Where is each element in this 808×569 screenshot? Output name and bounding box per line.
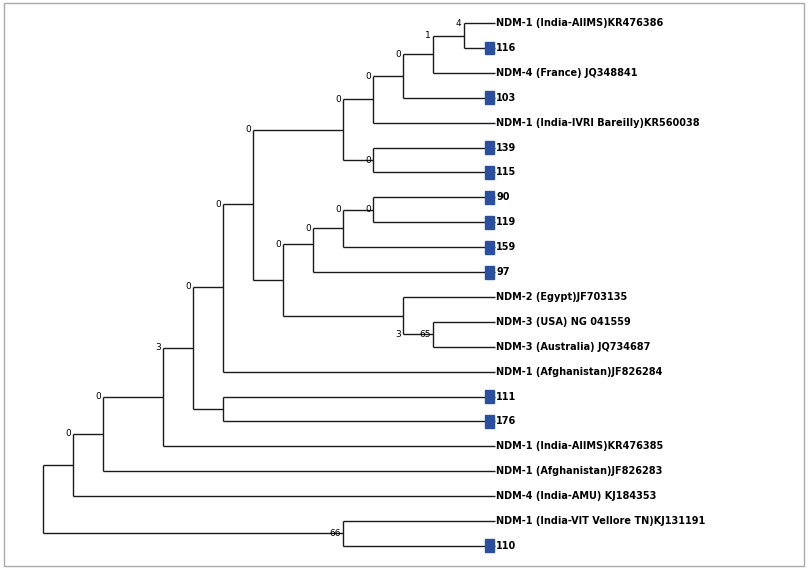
Text: 116: 116	[496, 43, 516, 53]
Bar	[486, 415, 494, 428]
Text: NDM-1 (India-VIT Vellore TN)KJ131191: NDM-1 (India-VIT Vellore TN)KJ131191	[496, 516, 705, 526]
Bar	[486, 216, 494, 229]
Text: NDM-1 (India-AIIMS)KR476386: NDM-1 (India-AIIMS)KR476386	[496, 18, 663, 28]
Bar	[486, 166, 494, 179]
Text: 3: 3	[155, 344, 161, 352]
Text: 115: 115	[496, 167, 516, 178]
Text: 90: 90	[496, 192, 510, 203]
Text: NDM-1 (Afghanistan)JF826284: NDM-1 (Afghanistan)JF826284	[496, 366, 663, 377]
Bar	[486, 141, 494, 154]
Bar	[486, 241, 494, 254]
Text: 111: 111	[496, 391, 516, 402]
Text: 0: 0	[335, 205, 341, 215]
Text: 0: 0	[365, 205, 371, 215]
Bar	[486, 266, 494, 279]
Bar	[486, 42, 494, 55]
Text: 139: 139	[496, 143, 516, 152]
Text: 0: 0	[185, 282, 191, 291]
Text: 119: 119	[496, 217, 516, 227]
Text: NDM-1 (Afghanistan)JF826283: NDM-1 (Afghanistan)JF826283	[496, 466, 663, 476]
Text: 0: 0	[365, 155, 371, 164]
Text: 0: 0	[365, 72, 371, 81]
Text: 103: 103	[496, 93, 516, 103]
Text: NDM-4 (India-AMU) KJ184353: NDM-4 (India-AMU) KJ184353	[496, 491, 656, 501]
Bar	[486, 539, 494, 552]
Text: NDM-1 (India-IVRI Bareilly)KR560038: NDM-1 (India-IVRI Bareilly)KR560038	[496, 118, 700, 127]
Text: 159: 159	[496, 242, 516, 252]
Text: 0: 0	[275, 240, 281, 249]
Text: 0: 0	[95, 392, 101, 401]
Text: 3: 3	[395, 330, 401, 339]
Text: 0: 0	[335, 95, 341, 104]
Text: 110: 110	[496, 541, 516, 551]
Text: 65: 65	[419, 330, 431, 339]
Text: 4: 4	[455, 19, 461, 28]
Text: 0: 0	[215, 200, 221, 209]
Text: 97: 97	[496, 267, 510, 277]
Text: 176: 176	[496, 417, 516, 426]
Text: 0: 0	[65, 430, 71, 438]
Bar	[486, 92, 494, 104]
Text: 0: 0	[245, 125, 250, 134]
Text: 0: 0	[305, 224, 311, 233]
Bar	[486, 390, 494, 403]
Text: NDM-2 (Egypt)JF703135: NDM-2 (Egypt)JF703135	[496, 292, 627, 302]
Text: NDM-1 (India-AIIMS)KR476385: NDM-1 (India-AIIMS)KR476385	[496, 442, 663, 451]
Text: 66: 66	[330, 529, 341, 538]
Text: NDM-4 (France) JQ348841: NDM-4 (France) JQ348841	[496, 68, 638, 78]
Text: NDM-3 (Australia) JQ734687: NDM-3 (Australia) JQ734687	[496, 342, 650, 352]
Bar	[486, 191, 494, 204]
Text: 1: 1	[425, 31, 431, 40]
Text: NDM-3 (USA) NG 041559: NDM-3 (USA) NG 041559	[496, 317, 631, 327]
Text: 0: 0	[395, 50, 401, 59]
